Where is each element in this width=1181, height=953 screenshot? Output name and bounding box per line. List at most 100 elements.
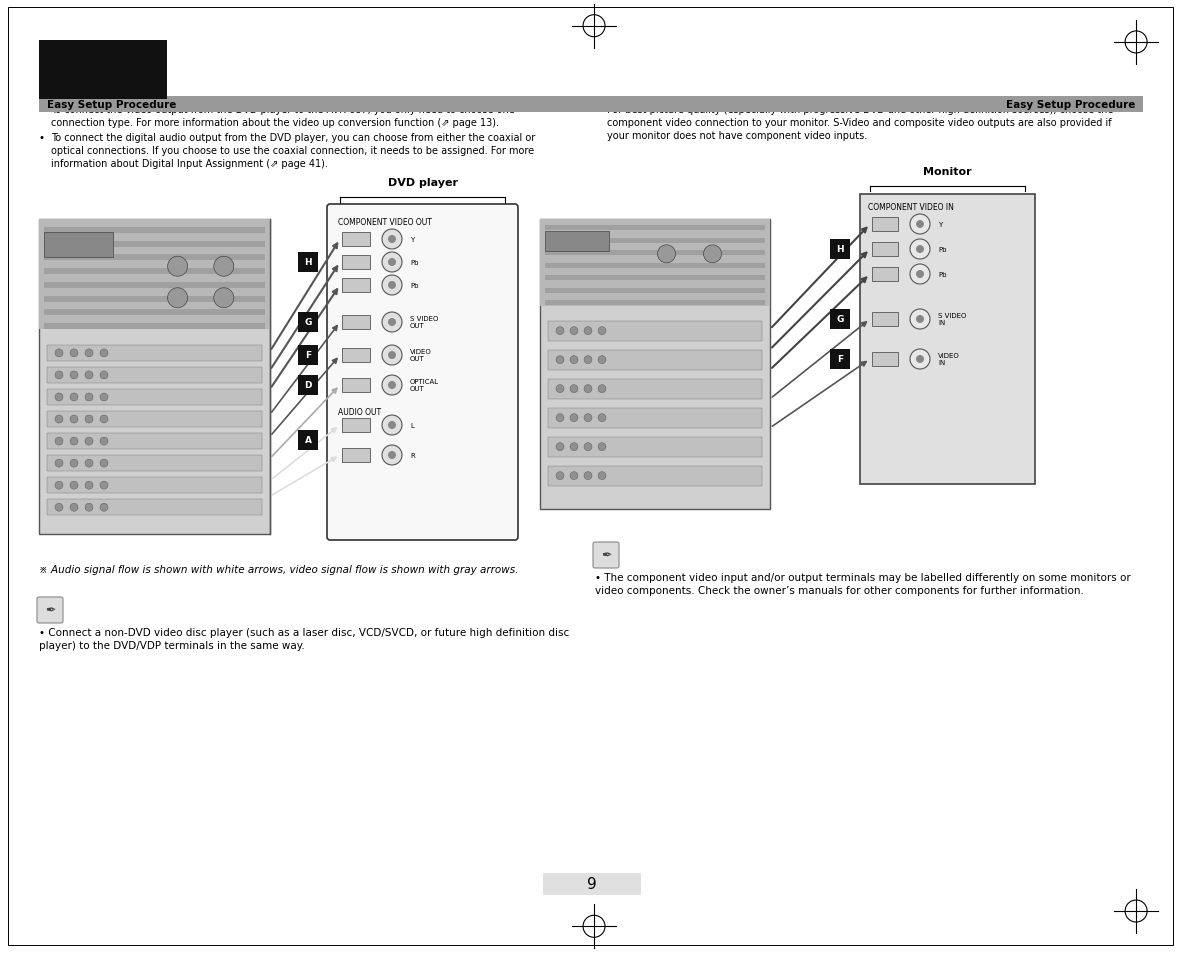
- Circle shape: [916, 271, 924, 278]
- Circle shape: [168, 289, 188, 309]
- Circle shape: [85, 504, 93, 512]
- Bar: [544, 301, 765, 306]
- Circle shape: [583, 443, 592, 451]
- Bar: [548, 408, 762, 428]
- Circle shape: [389, 235, 396, 244]
- Text: COMPONENT VIDEO OUT: COMPONENT VIDEO OUT: [338, 218, 432, 227]
- Circle shape: [556, 472, 565, 480]
- Text: Y: Y: [938, 222, 942, 228]
- Circle shape: [570, 415, 578, 422]
- Bar: [342, 233, 370, 247]
- Text: To connect the video output from the DVD player to the AVR-687, you only need to: To connect the video output from the DVD…: [51, 105, 515, 128]
- Bar: [342, 378, 370, 393]
- Circle shape: [916, 221, 924, 229]
- Text: •: •: [39, 105, 45, 115]
- Circle shape: [911, 310, 929, 330]
- Bar: [47, 346, 262, 361]
- Bar: [830, 310, 850, 330]
- Circle shape: [389, 421, 396, 430]
- Bar: [39, 97, 1143, 112]
- Circle shape: [214, 257, 234, 277]
- Bar: [298, 253, 318, 273]
- Bar: [872, 218, 898, 232]
- Text: H: H: [836, 245, 843, 254]
- Circle shape: [100, 481, 107, 490]
- Circle shape: [85, 437, 93, 446]
- Bar: [544, 251, 765, 255]
- Circle shape: [56, 416, 63, 423]
- Bar: [544, 226, 765, 231]
- Text: Pb: Pb: [410, 283, 418, 289]
- Bar: [44, 228, 265, 233]
- Circle shape: [381, 416, 402, 436]
- Circle shape: [381, 446, 402, 465]
- Bar: [544, 263, 765, 269]
- Text: G: G: [836, 315, 843, 324]
- Text: R: R: [410, 453, 415, 458]
- Circle shape: [214, 289, 234, 309]
- Bar: [830, 240, 850, 260]
- Bar: [830, 350, 850, 370]
- Circle shape: [70, 459, 78, 468]
- Circle shape: [570, 443, 578, 451]
- Text: Easy Setup Procedure: Easy Setup Procedure: [47, 100, 176, 110]
- Bar: [544, 289, 765, 294]
- Circle shape: [70, 372, 78, 379]
- Bar: [342, 418, 370, 433]
- Text: •: •: [39, 132, 45, 143]
- Circle shape: [556, 385, 565, 394]
- Bar: [548, 379, 762, 399]
- Circle shape: [56, 350, 63, 357]
- Bar: [44, 310, 265, 315]
- Bar: [47, 368, 262, 383]
- Circle shape: [570, 327, 578, 335]
- Text: ※ Audio signal flow is shown with white arrows, video signal flow is shown with : ※ Audio signal flow is shown with white …: [39, 564, 518, 575]
- Bar: [544, 275, 765, 281]
- Circle shape: [389, 381, 396, 390]
- Text: F: F: [305, 351, 311, 360]
- Text: OPTICAL
OUT: OPTICAL OUT: [410, 379, 439, 392]
- Bar: [47, 434, 262, 450]
- Circle shape: [911, 265, 929, 285]
- Circle shape: [570, 472, 578, 480]
- Bar: [298, 431, 318, 451]
- Circle shape: [556, 327, 565, 335]
- Circle shape: [389, 282, 396, 290]
- Bar: [44, 269, 265, 274]
- Circle shape: [381, 275, 402, 295]
- Text: ✒: ✒: [45, 604, 56, 617]
- Bar: [47, 390, 262, 405]
- Bar: [860, 194, 1035, 484]
- Bar: [872, 243, 898, 256]
- Circle shape: [100, 416, 107, 423]
- Bar: [47, 412, 262, 428]
- Text: Monitor: Monitor: [924, 167, 972, 177]
- Circle shape: [85, 416, 93, 423]
- Text: Pb: Pb: [938, 247, 946, 253]
- Circle shape: [85, 481, 93, 490]
- Bar: [298, 375, 318, 395]
- Circle shape: [70, 504, 78, 512]
- Circle shape: [381, 346, 402, 366]
- Circle shape: [56, 437, 63, 446]
- Bar: [540, 220, 770, 510]
- Circle shape: [85, 372, 93, 379]
- Circle shape: [85, 350, 93, 357]
- Circle shape: [100, 350, 107, 357]
- Bar: [47, 477, 262, 494]
- Text: D: D: [305, 381, 312, 390]
- Circle shape: [916, 315, 924, 324]
- Bar: [342, 449, 370, 462]
- Bar: [47, 456, 262, 472]
- Bar: [548, 321, 762, 341]
- Circle shape: [598, 327, 606, 335]
- Text: •: •: [595, 105, 601, 115]
- Text: A: A: [305, 436, 312, 445]
- Circle shape: [56, 481, 63, 490]
- Circle shape: [598, 415, 606, 422]
- Circle shape: [658, 246, 676, 264]
- Circle shape: [100, 437, 107, 446]
- Circle shape: [389, 452, 396, 459]
- Bar: [47, 499, 262, 516]
- Bar: [342, 349, 370, 363]
